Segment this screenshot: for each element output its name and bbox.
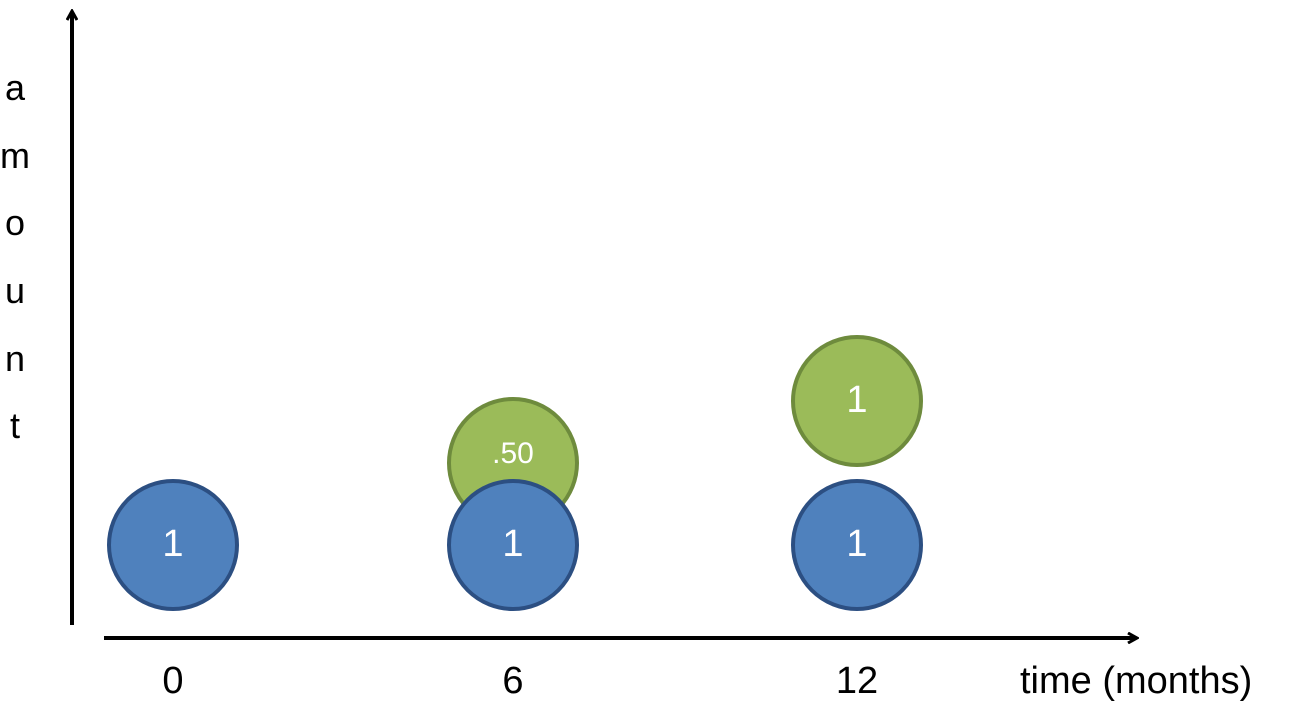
y-axis-letter: a	[4, 67, 26, 108]
y-axis-letter: t	[9, 405, 20, 446]
circle-label: 1	[846, 523, 867, 565]
y-axis-letter: o	[4, 202, 26, 243]
circle-label: 1	[502, 523, 523, 565]
circle-label: .50	[492, 437, 534, 470]
x-tick-label-6: 6	[502, 660, 524, 702]
circle-blue-6: 1	[447, 479, 579, 611]
x-axis-title: time (months)	[1020, 660, 1253, 702]
x-tick-label-12: 12	[835, 660, 879, 702]
circle-green-12: 1	[791, 335, 923, 467]
y-axis-letter: u	[4, 270, 26, 311]
green-circle	[791, 335, 923, 467]
blue-circle	[107, 479, 239, 611]
circle-label: 1	[162, 523, 183, 565]
circles-layer: 1 .50 1 1 1	[107, 335, 923, 611]
circle-blue-12: 1	[791, 479, 923, 611]
blue-circle	[447, 479, 579, 611]
y-axis-letter: m	[0, 135, 30, 176]
blue-circle	[791, 479, 923, 611]
y-axis-letter: n	[4, 338, 26, 379]
x-tick-label-0: 0	[162, 660, 184, 702]
circle-label: 1	[846, 379, 867, 421]
circle-blue-0: 1	[107, 479, 239, 611]
